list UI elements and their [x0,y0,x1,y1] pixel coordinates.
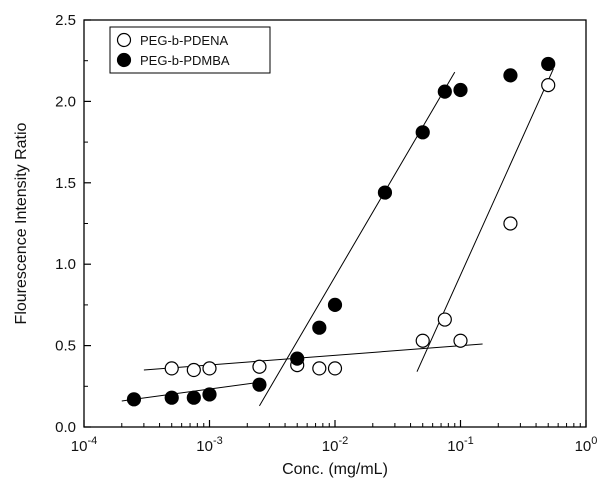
plot-frame [83,19,587,428]
point-peg-b-pdena [541,78,556,93]
point-peg-b-pdmba [164,390,179,405]
x-tick-label: 10-1 [447,435,473,455]
y-axis-title: Flourescence Intensity Ratio [13,122,30,324]
point-peg-b-pdena [437,312,452,327]
legend-marker [116,52,132,68]
x-tick-label: 10-2 [322,435,348,455]
point-peg-b-pdena [415,333,430,348]
point-peg-b-pdmba [453,82,468,98]
fit-line [416,68,554,372]
legend-label: PEG-b-PDENA [140,33,228,48]
fit-line [143,343,483,371]
point-peg-b-pdmba [312,320,327,335]
fit-lines [121,68,554,407]
point-peg-b-pdmba [202,387,217,402]
tick-labels: 10-4 10-3 10-2 10-1 100 0.0 0.5 1.0 1.5 2.0 2.5 [55,12,597,455]
point-peg-b-pdena [186,362,201,378]
point-peg-b-pdena [312,361,327,376]
legend-box [109,26,271,74]
legend-label: PEG-b-PDMBA [140,53,230,68]
y-tick-label: 1.0 [55,256,76,273]
x-tick-label: 100 [575,435,598,455]
point-peg-b-pdena [453,333,468,348]
point-peg-b-pdmba [503,68,518,83]
point-peg-b-pdena [503,216,518,231]
y-tick-label: 0.5 [55,338,76,355]
point-peg-b-pdmba [290,351,305,366]
point-peg-b-pdmba [126,392,142,407]
point-peg-b-pdmba [415,125,430,140]
x-axis-title: Conc. (mg/mL) [282,461,388,478]
point-peg-b-pdmba [541,56,556,72]
y-tick-label: 0.0 [55,419,76,436]
point-peg-b-pdmba [377,185,393,200]
y-tick-label: 1.5 [55,175,76,192]
legend-marker [116,32,132,48]
point-peg-b-pdena [164,361,179,376]
legend: PEG-b-PDENA PEG-b-PDMBA [109,26,271,74]
x-tick-label: 10-4 [71,435,97,455]
fit-line [259,71,456,407]
x-tick-label: 10-3 [196,435,222,455]
y-tick-label: 2.5 [55,12,76,29]
point-peg-b-pdmba [252,377,267,392]
point-peg-b-pdena [252,359,267,374]
point-peg-b-pdmba [327,297,343,312]
point-peg-b-pdmba [186,390,201,405]
point-peg-b-pdena [202,361,217,376]
data-points [126,56,556,407]
point-peg-b-pdmba [437,84,452,99]
point-peg-b-pdena [327,361,343,376]
y-tick-label: 2.0 [55,93,76,110]
